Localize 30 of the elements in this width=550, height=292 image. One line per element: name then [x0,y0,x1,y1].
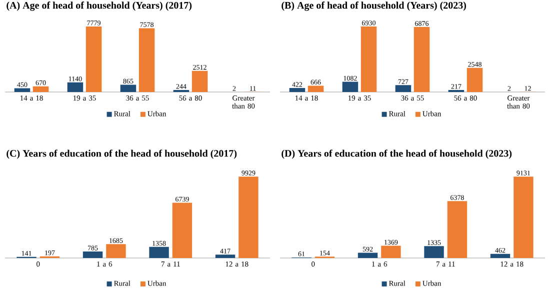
bar [82,252,103,258]
bar [238,176,258,258]
bar [14,88,30,92]
bar [447,201,468,258]
bar [414,27,430,92]
bar [172,202,192,258]
bar [358,252,378,258]
bar [381,246,401,258]
bar [342,82,358,92]
bar [32,86,49,92]
chart-title: (C) Years of education of the head of household (2017) [6,150,237,159]
bar [490,254,510,258]
bar [308,86,324,92]
chart-title: (A) Age of head of household (Years) (2017) [6,2,192,11]
bar [86,26,102,92]
bar [215,254,236,258]
bar [289,88,306,92]
bar [514,176,534,258]
bar [149,246,169,258]
bar [192,70,208,92]
chart-title: (D) Years of education of the head of household (2023) [282,150,512,159]
bar [106,244,126,258]
bar [67,82,84,92]
bar [395,85,412,92]
bar [138,28,155,92]
bar [120,84,136,92]
chart-title: (B) Age of head of household (Years) (2023) [282,2,466,11]
bar [466,68,483,92]
bar [424,246,444,258]
bar [360,26,377,92]
